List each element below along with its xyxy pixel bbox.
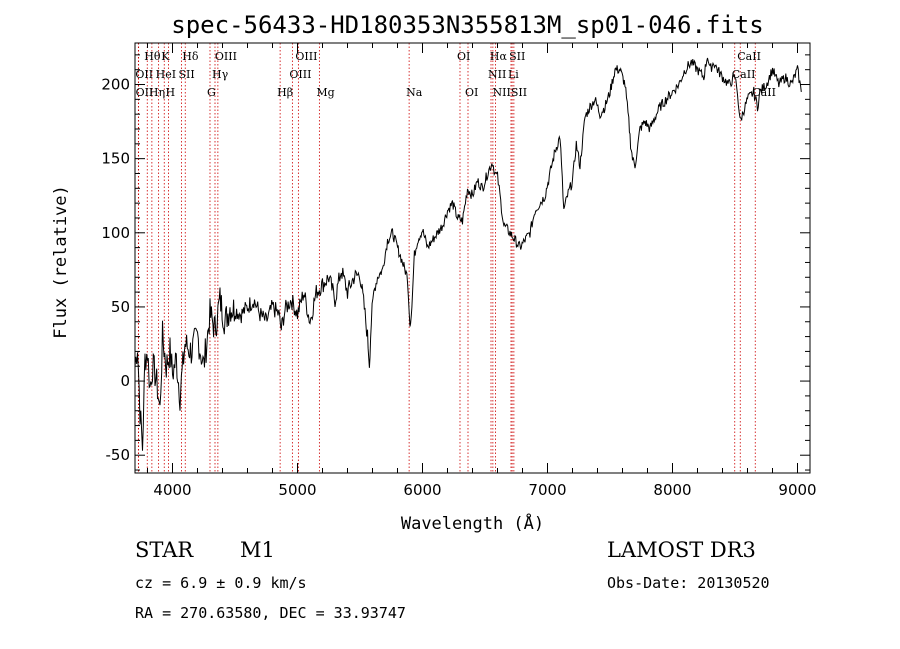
y-tick-label: 200 (101, 76, 130, 94)
spectral-line-label: Hη (149, 86, 165, 99)
x-tick-label: 8000 (653, 481, 691, 499)
spectral-line-label: OII (136, 86, 154, 99)
spectral-line-label: OIII (289, 68, 311, 81)
spectral-line-markers (137, 43, 756, 473)
y-axis-label: Flux (relative) (51, 185, 71, 339)
spectral-line-label: K (161, 50, 170, 63)
spectral-line-label: OII (135, 68, 153, 81)
axes-ticks: 4000 5000 6000 7000 8000 9000 -50 0 50 100 150 200 (101, 43, 817, 499)
spectral-line-label: Hα (490, 50, 508, 63)
spectral-line-label: CaII (737, 50, 761, 63)
x-axis-label: Wavelength (Å) (401, 512, 544, 534)
spectral-line-label: Hδ (182, 50, 199, 63)
object-subclass: M1 (240, 538, 275, 562)
y-tick-label: 150 (101, 150, 130, 168)
spectral-line-label: Hθ (144, 50, 161, 63)
spectral-line-label: OIII (215, 50, 237, 63)
x-tick-label: 9000 (778, 481, 816, 499)
x-tick-label: 5000 (278, 481, 316, 499)
redshift-velocity: cz = 6.9 ± 0.9 km/s (135, 574, 307, 592)
spectral-line-label: NII (488, 68, 506, 81)
spectral-line-label: Na (406, 86, 423, 99)
spectral-line-label: Hγ (212, 68, 229, 81)
spectral-line-label: G (207, 86, 216, 99)
spectral-line-label: Hβ (277, 86, 293, 99)
spectral-line-label: CaII (732, 68, 756, 81)
y-tick-label: 50 (111, 298, 130, 316)
ra-dec: RA = 270.63580, DEC = 33.93747 (135, 604, 406, 622)
spectral-line-label: NII (493, 86, 511, 99)
y-tick-label: 0 (120, 372, 130, 390)
spectral-line-label: Li (508, 68, 519, 81)
spectral-line-label: HeI (156, 68, 176, 81)
spectral-line-label: H (166, 86, 176, 99)
x-tick-label: 4000 (153, 481, 191, 499)
survey-name: LAMOST DR3 (607, 538, 756, 562)
spectral-line-label: OIII (295, 50, 317, 63)
object-class: STAR (135, 538, 194, 562)
chart-title: spec-56433-HD180353N355813M_sp01-046.fit… (171, 11, 763, 39)
spectral-line-label: SII (509, 50, 525, 63)
spectral-line-label: Mg (316, 86, 334, 99)
y-tick-label: -50 (106, 446, 131, 464)
flux-series-line (134, 57, 802, 451)
spectral-line-label: SII (511, 86, 527, 99)
plot-frame (134, 42, 811, 474)
spectral-line-label: OI (457, 50, 470, 63)
observation-date: Obs-Date: 20130520 (607, 574, 770, 592)
x-tick-label: 7000 (528, 481, 566, 499)
spectral-line-label: CaII (752, 86, 776, 99)
spectral-line-label: OI (465, 86, 478, 99)
spectral-line-label: SII (179, 68, 195, 81)
x-tick-label: 6000 (403, 481, 441, 499)
y-tick-label: 100 (101, 224, 130, 242)
